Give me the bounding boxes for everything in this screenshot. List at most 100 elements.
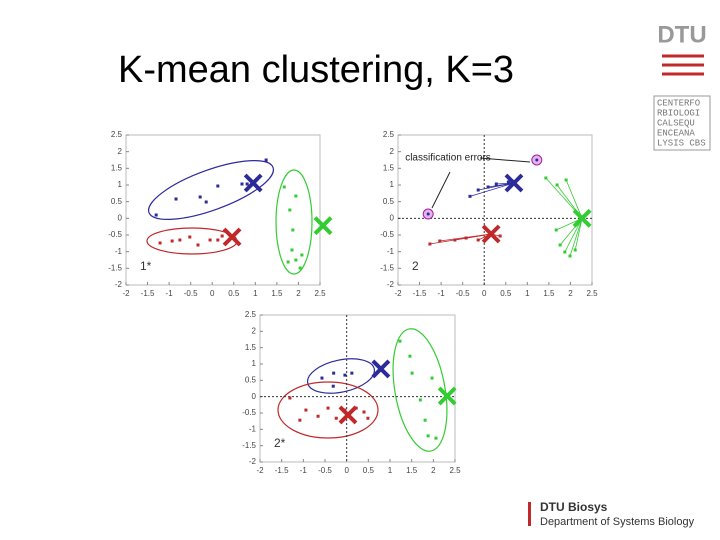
centroid-stroke [481,224,501,244]
data-point [564,178,568,182]
footer-unit: DTU Biosys [540,500,608,514]
data-point [245,182,249,186]
data-point [398,339,402,343]
cbs-logo-row: LYSIS CBS [657,138,706,148]
x-tick-label: -1 [166,289,174,298]
y-tick-label: -1.5 [380,263,394,272]
x-tick-label: 2.5 [449,466,461,475]
data-point [326,406,330,410]
data-point [332,371,336,375]
y-tick-label: -1 [115,247,123,256]
cbs-logo-frame [653,95,711,151]
data-point [410,371,414,375]
x-tick-label: 2 [296,289,301,298]
data-point [464,236,468,240]
x-tick-label: -2 [394,289,402,298]
plot-frame [397,134,593,286]
data-point [170,239,174,243]
x-tick-label: 0.5 [228,289,240,298]
x-tick-label: -1.5 [275,466,289,475]
data-point [291,228,295,232]
data-point [154,213,158,217]
dtu-logo: DTU [657,21,706,48]
data-point [288,396,292,400]
data-point [438,239,442,243]
data-point [298,418,302,422]
y-tick-label: -1.5 [108,263,122,272]
data-point [304,408,308,412]
y-tick-label: 1.5 [111,163,123,172]
x-tick-label: -2 [256,466,264,475]
y-tick-label: 2 [252,326,257,335]
cbs-logo-row: CALSEQU [657,118,695,128]
x-tick-label: 0 [482,289,487,298]
y-tick-label: 2.5 [383,130,395,139]
data-point [476,238,480,242]
data-point [434,436,438,440]
centroid-stroke [222,227,242,247]
y-tick-label: 2.5 [111,130,123,139]
y-tick-label: 1 [252,359,257,368]
x-tick-label: -0.5 [456,289,470,298]
data-point [558,243,562,247]
x-tick-label: 2.5 [586,289,598,298]
centroid [437,386,457,406]
data-point [423,418,427,422]
x-tick-label: 2 [568,289,573,298]
data-point [198,195,202,199]
assign-line [469,182,515,197]
x-tick-label: 1 [525,289,530,298]
centroid [222,227,242,247]
data-point [204,200,208,204]
data-point [174,197,178,201]
data-point [196,243,200,247]
error-point-core [426,212,430,216]
y-tick-label: 0 [252,392,257,401]
slide-title: K-mean clustering, K=3 [118,49,514,91]
error-point-core [535,158,539,162]
data-point [506,180,510,184]
data-point [294,258,298,262]
footer-bar [528,502,531,526]
y-tick-label: -0.5 [108,230,122,239]
data-point [300,253,304,257]
centroid [572,208,592,228]
cluster-outlines [146,160,448,452]
centroid-stroke [313,216,333,236]
data-point [350,371,354,375]
y-tick-label: 0.5 [383,197,395,206]
x-tick-label: -1 [300,466,308,475]
annotation: classification errors [405,153,491,164]
x-tick-label: 0.5 [500,289,512,298]
data-point [486,185,490,189]
data-point [334,416,338,420]
assign-line [574,218,583,251]
data-point [418,398,422,402]
x-tick-label: -0.5 [184,289,198,298]
data-point [554,228,558,232]
data-point [366,416,370,420]
x-tick-label: -0.5 [318,466,332,475]
data-point [555,183,559,187]
data-point [426,434,430,438]
plot-frame [125,134,321,286]
data-point [158,241,162,245]
data-point [498,234,502,238]
y-tick-label: 0.5 [245,375,257,384]
x-tick-label: -1 [438,289,446,298]
data-point [216,184,220,188]
centroid-stroke [504,173,524,193]
x-tick-label: 2 [431,466,436,475]
x-tick-label: 1.5 [543,289,555,298]
y-tick-label: -2 [387,280,395,289]
data-point [468,194,472,198]
y-tick-label: -2 [115,280,123,289]
y-tick-label: -1 [387,247,395,256]
y-tick-label: -1.5 [242,441,256,450]
centroid [313,216,333,236]
centroid [504,173,524,193]
data-point [430,376,434,380]
x-tick-label: 2.5 [314,289,326,298]
